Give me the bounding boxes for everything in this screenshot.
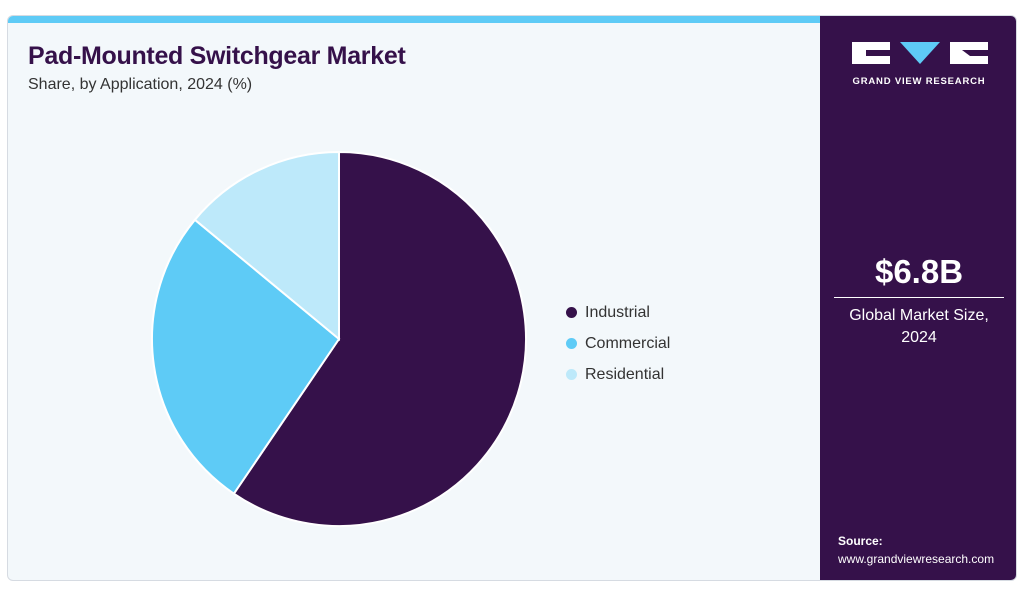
source-label: Source: xyxy=(838,534,883,548)
chart-title: Pad-Mounted Switchgear Market xyxy=(28,42,406,70)
market-size-label: Global Market Size, 2024 xyxy=(849,307,989,346)
info-sidebar: GRAND VIEW RESEARCH $6.8B Global Market … xyxy=(820,16,1016,580)
chart-legend: Industrial Commercial Residential xyxy=(566,297,670,390)
divider xyxy=(834,297,1004,298)
legend-item-residential: Residential xyxy=(566,359,670,390)
legend-item-industrial: Industrial xyxy=(566,297,670,328)
gvr-logo-icon xyxy=(852,42,988,64)
chart-panel: Pad-Mounted Switchgear Market Share, by … xyxy=(8,16,820,580)
legend-label: Commercial xyxy=(585,334,671,352)
market-size-value: $6.8B xyxy=(874,253,964,290)
legend-label: Residential xyxy=(585,365,665,383)
legend-label: Industrial xyxy=(585,303,650,321)
pie-chart xyxy=(151,150,527,527)
logo-text: GRAND VIEW RESEARCH xyxy=(852,76,986,87)
legend-dot xyxy=(566,338,577,349)
accent-bar xyxy=(8,16,820,23)
legend-dot xyxy=(566,307,577,318)
pie-slice-commercial xyxy=(151,218,341,496)
pie-slice-residential xyxy=(193,150,340,342)
pie-slice-industrial xyxy=(232,150,527,527)
chart-card: Pad-Mounted Switchgear Market Share, by … xyxy=(7,15,1017,581)
legend-dot xyxy=(566,369,577,380)
source-link[interactable]: www.grandviewresearch.com xyxy=(838,552,995,566)
legend-item-commercial: Commercial xyxy=(566,328,670,359)
chart-subtitle: Share, by Application, 2024 (%) xyxy=(28,76,253,93)
